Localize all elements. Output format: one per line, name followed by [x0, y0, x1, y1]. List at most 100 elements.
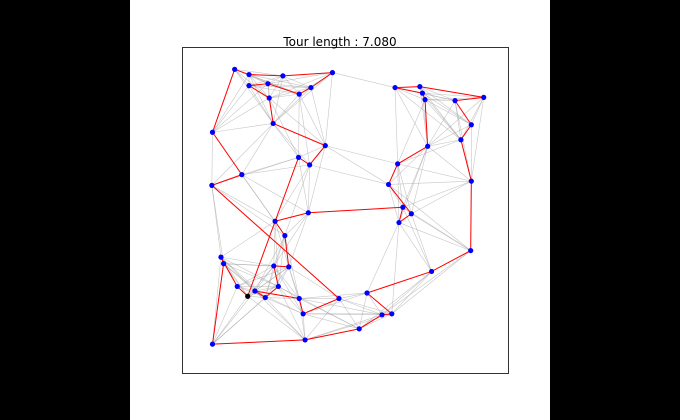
- candidate-edge: [397, 163, 472, 182]
- city-node: [379, 312, 385, 318]
- candidate-edge: [212, 296, 248, 345]
- city-node: [220, 261, 227, 267]
- tour-edge: [248, 83, 268, 87]
- candidate-edge: [269, 97, 326, 146]
- candidate-edge: [278, 235, 286, 287]
- candidate-edge: [211, 123, 274, 186]
- candidate-edge: [298, 298, 306, 340]
- candidate-edge: [268, 75, 284, 99]
- candidate-edge: [272, 123, 299, 158]
- tour-edge: [419, 86, 484, 98]
- candidate-edge: [267, 72, 333, 84]
- candidate-edge: [338, 292, 368, 299]
- city-node: [239, 172, 245, 178]
- candidate-edge: [241, 164, 310, 175]
- city-node: [262, 294, 268, 301]
- candidate-edge: [332, 72, 396, 88]
- candidate-edge: [424, 99, 472, 126]
- city-node: [305, 210, 311, 216]
- candidate-edge: [269, 87, 312, 99]
- city-node: [364, 290, 370, 296]
- candidate-edge: [248, 74, 274, 124]
- candidate-edge: [402, 207, 432, 272]
- tour-edge: [211, 263, 225, 345]
- candidate-edge: [274, 221, 279, 287]
- candidate-edge: [211, 185, 276, 222]
- candidate-edge: [391, 271, 432, 315]
- candidate-edge: [272, 75, 284, 124]
- candidate-edge: [391, 222, 400, 314]
- tour-edge: [454, 100, 472, 126]
- city-node: [336, 295, 342, 302]
- candidate-edge: [381, 250, 471, 316]
- candidate-edge: [274, 164, 310, 222]
- plot-frame: [182, 47, 509, 374]
- tour-edge: [282, 72, 333, 77]
- tour-edge: [212, 339, 306, 345]
- candidate-edge: [212, 290, 256, 345]
- candidate-edge: [212, 97, 270, 133]
- city-node: [295, 154, 302, 160]
- city-node: [417, 84, 423, 90]
- tour-edge: [454, 96, 484, 102]
- candidate-edge: [427, 124, 472, 147]
- candidate-edge: [304, 314, 383, 341]
- candidate-edge: [419, 86, 462, 140]
- start-node: [245, 293, 251, 299]
- tour-edge: [284, 235, 290, 267]
- candidate-edge: [254, 290, 306, 341]
- candidate-edge: [234, 69, 250, 86]
- candidate-edge: [388, 184, 471, 251]
- city-node: [396, 219, 402, 226]
- candidate-edge: [324, 72, 333, 146]
- city-node: [280, 73, 286, 79]
- tour-edge: [366, 270, 432, 294]
- candidate-edge: [272, 72, 333, 124]
- city-node: [232, 66, 238, 72]
- city-node: [468, 122, 474, 128]
- candidate-edge: [422, 92, 472, 126]
- candidate-edge: [427, 97, 484, 147]
- tour-edge: [431, 250, 471, 272]
- candidate-edge: [273, 221, 276, 266]
- city-node: [458, 137, 464, 143]
- candidate-edge: [247, 265, 275, 297]
- candidate-edge: [471, 97, 485, 182]
- candidate-edge: [212, 85, 250, 133]
- city-node: [218, 254, 224, 260]
- candidate-edge: [422, 92, 462, 140]
- candidate-edge: [381, 271, 432, 316]
- city-node: [389, 311, 395, 317]
- tour-edge: [267, 83, 300, 95]
- candidate-edge: [211, 132, 213, 186]
- candidate-edge: [248, 85, 311, 88]
- candidate-edge: [398, 146, 428, 223]
- tour-edge: [358, 314, 383, 330]
- tour-edge: [304, 328, 360, 341]
- candidate-edge: [388, 184, 400, 223]
- candidate-edges: [211, 69, 485, 345]
- candidate-edge: [298, 145, 326, 158]
- candidate-edge: [394, 87, 428, 147]
- tour-edge: [268, 97, 274, 124]
- candidate-edge: [298, 157, 309, 213]
- candidate-edge: [237, 266, 289, 287]
- city-node: [322, 143, 328, 149]
- tour-edge: [308, 206, 403, 214]
- candidate-edge: [269, 72, 333, 99]
- candidate-edge: [310, 87, 326, 146]
- city-node: [308, 84, 314, 91]
- candidate-edge: [419, 86, 472, 126]
- candidate-edge: [308, 145, 326, 213]
- city-node: [329, 70, 336, 76]
- tour-edge: [254, 290, 300, 300]
- candidate-edge: [284, 235, 300, 299]
- city-node: [296, 91, 302, 97]
- candidate-edge: [273, 265, 304, 314]
- candidate-edge: [471, 97, 484, 125]
- candidate-edge: [212, 257, 222, 345]
- candidate-edge: [234, 69, 274, 124]
- city-nodes: [209, 66, 487, 347]
- candidate-edge: [338, 298, 392, 315]
- candidate-edge: [237, 286, 255, 292]
